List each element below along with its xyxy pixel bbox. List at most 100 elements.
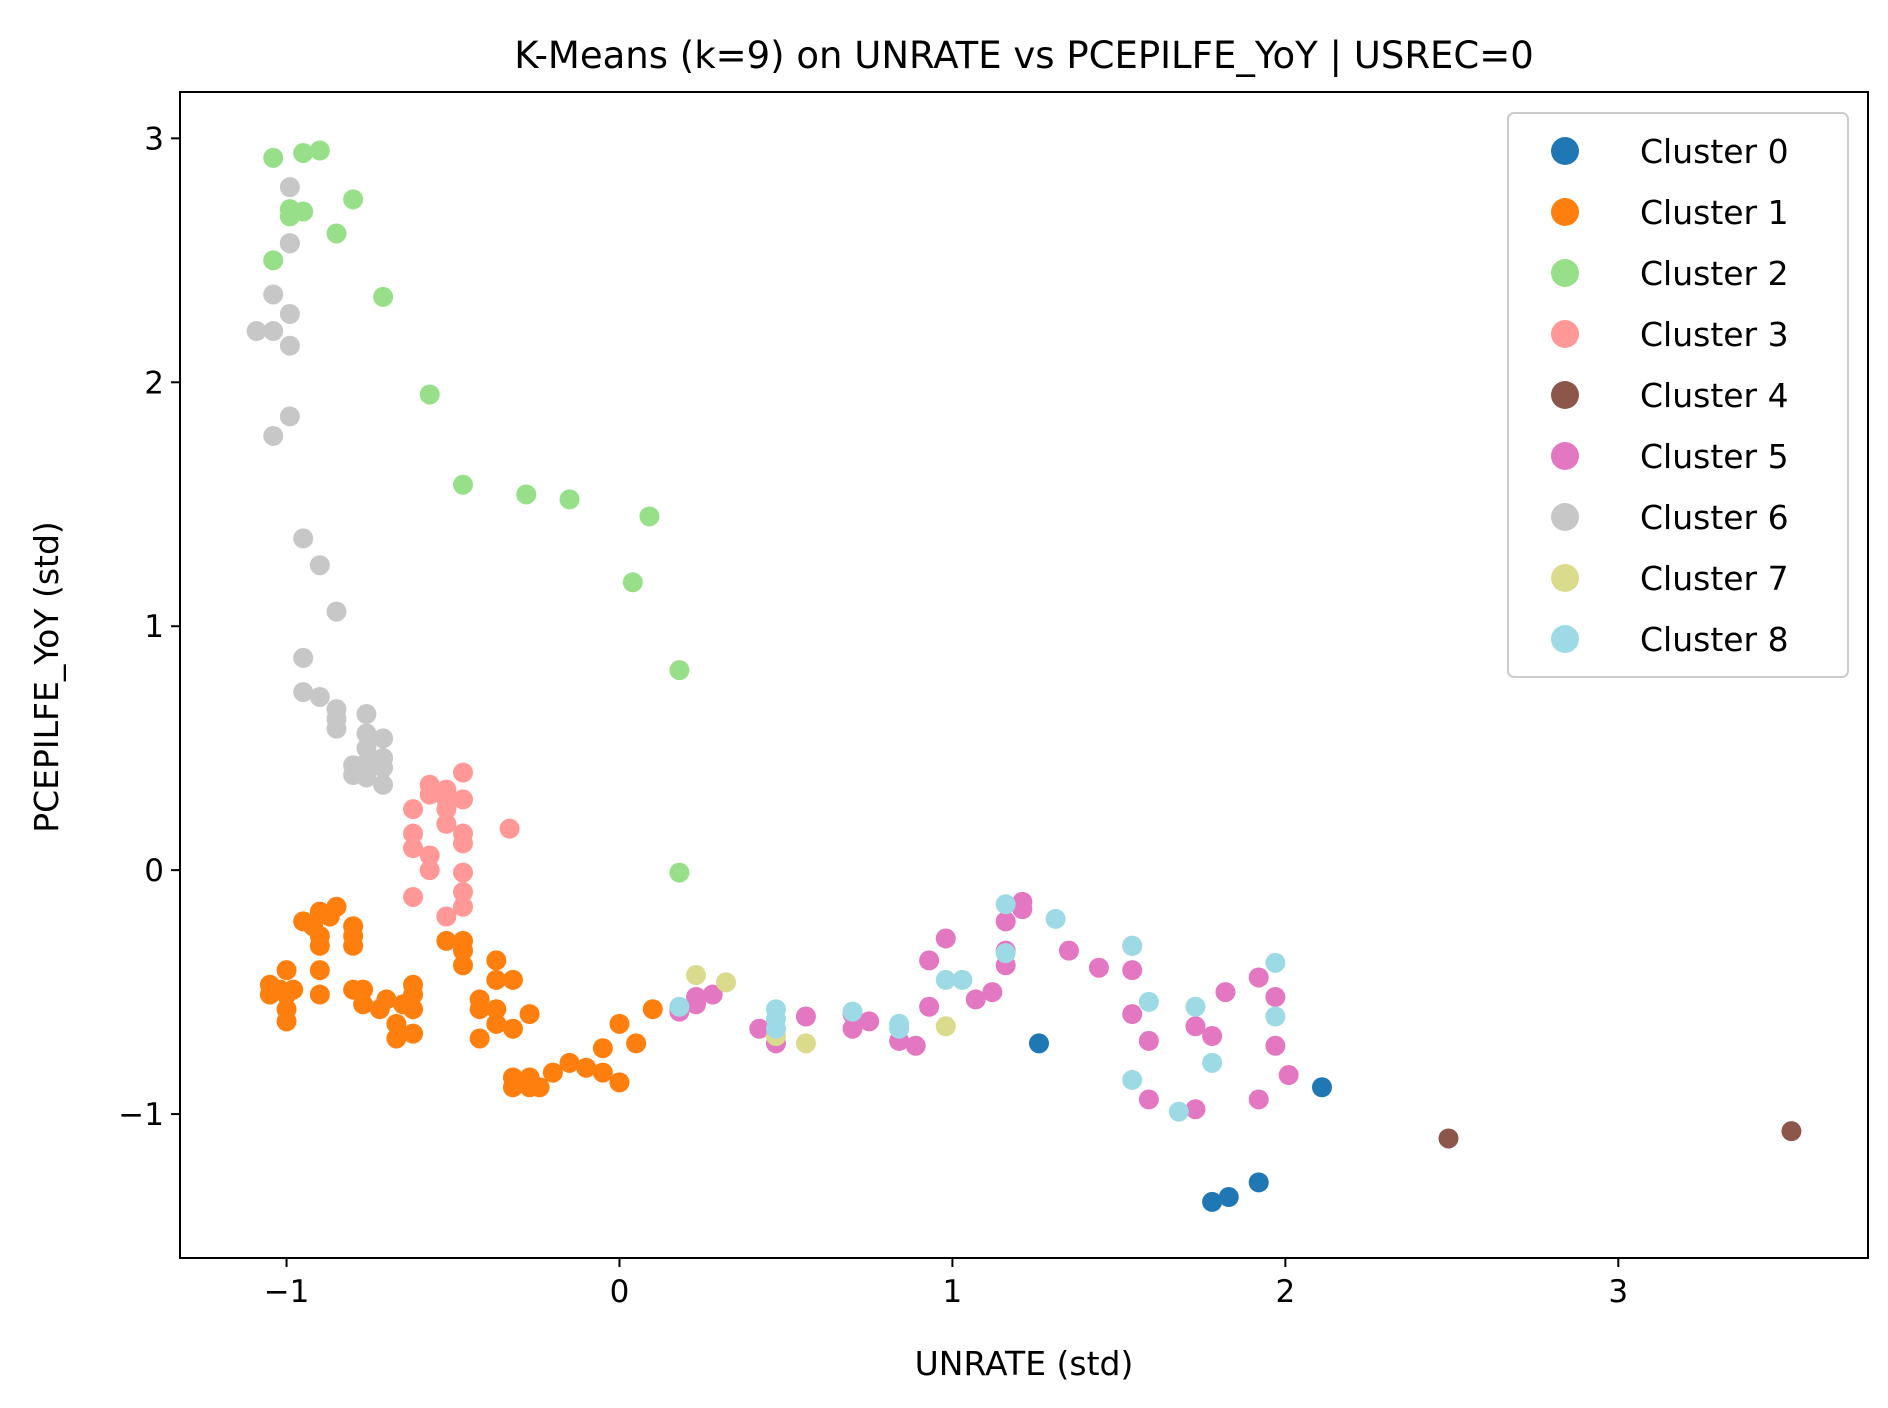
cluster-5-point <box>1058 940 1079 961</box>
cluster-5-point <box>1138 1089 1159 1110</box>
cluster-5-point <box>1265 1035 1286 1056</box>
cluster-5-point <box>982 982 1003 1003</box>
cluster-1-point <box>486 1013 507 1034</box>
cluster-6-point <box>356 752 377 773</box>
cluster-2-point <box>639 506 660 527</box>
cluster-1-point <box>469 1028 490 1049</box>
legend-label-cluster-3: Cluster 3 <box>1640 315 1789 354</box>
cluster-3-point <box>436 813 457 834</box>
legend-label-cluster-0: Cluster 0 <box>1640 132 1789 171</box>
cluster-7-point <box>716 972 737 993</box>
legend-marker-cluster-0 <box>1551 137 1579 165</box>
cluster-0-point <box>1202 1191 1223 1212</box>
x-tick-label: −1 <box>264 1274 310 1310</box>
cluster-1-point <box>609 1072 630 1093</box>
cluster-0-point <box>1028 1033 1049 1054</box>
chart-title: K-Means (k=9) on UNRATE vs PCEPILFE_YoY … <box>514 34 1534 77</box>
cluster-5-point <box>965 989 986 1010</box>
cluster-3-point <box>452 762 473 783</box>
cluster-1-point <box>486 969 507 990</box>
cluster-3-point <box>436 906 457 927</box>
cluster-1-point <box>403 999 424 1020</box>
legend-label-cluster-8: Cluster 8 <box>1640 620 1789 659</box>
cluster-6-point <box>279 335 300 356</box>
cluster-8-point <box>995 943 1016 964</box>
cluster-6-point <box>309 686 330 707</box>
legend-label-cluster-4: Cluster 4 <box>1640 376 1789 415</box>
cluster-1-point <box>542 1062 563 1083</box>
cluster-5-point <box>1185 1099 1206 1120</box>
cluster-8-point <box>1185 996 1206 1017</box>
scatter-points <box>246 140 1802 1212</box>
legend-marker-cluster-4 <box>1551 381 1579 409</box>
cluster-1-point <box>309 960 330 981</box>
legend-marker-cluster-6 <box>1551 503 1579 531</box>
cluster-2-point <box>293 142 314 163</box>
cluster-1-point <box>486 999 507 1020</box>
cluster-2-point <box>516 484 537 505</box>
cluster-2-point <box>559 489 580 510</box>
cluster-6-point <box>293 647 314 668</box>
cluster-5-point <box>1278 1065 1299 1086</box>
cluster-0-point <box>1248 1172 1269 1193</box>
cluster-3-point <box>403 838 424 859</box>
cluster-2-point <box>452 474 473 495</box>
cluster-2-point <box>669 862 690 883</box>
cluster-6-point <box>373 774 394 795</box>
y-axis-label: PCEPILFE_YoY (std) <box>27 521 66 833</box>
cluster-6-point <box>373 728 394 749</box>
cluster-1-point <box>276 960 297 981</box>
cluster-5-point <box>1265 986 1286 1007</box>
cluster-1-point <box>403 984 424 1005</box>
cluster-5-point <box>1215 982 1236 1003</box>
legend-marker-cluster-5 <box>1551 442 1579 470</box>
cluster-6-point <box>356 723 377 744</box>
cluster-4-point <box>1438 1128 1459 1149</box>
cluster-3-point <box>452 896 473 917</box>
cluster-3-point <box>403 799 424 820</box>
cluster-8-point <box>669 996 690 1017</box>
cluster-5-point <box>749 1018 770 1039</box>
cluster-8-point <box>765 1018 786 1039</box>
y-tick-label: 1 <box>144 609 164 645</box>
cluster-3-point <box>499 818 520 839</box>
cluster-7-point <box>795 1033 816 1054</box>
cluster-5-point <box>1122 1004 1143 1025</box>
cluster-8-point <box>842 1001 863 1022</box>
cluster-6-point <box>263 425 284 446</box>
cluster-1-point <box>283 979 304 1000</box>
cluster-1-point <box>436 930 457 951</box>
cluster-6-point <box>293 528 314 549</box>
cluster-5-point <box>1248 1089 1269 1110</box>
x-tick-label: 1 <box>943 1274 963 1310</box>
axis-ticks: −1 0 1 2 3 −1 0 1 2 3 <box>118 121 1628 1310</box>
cluster-3-point <box>419 784 440 805</box>
cluster-1-point <box>502 969 523 990</box>
cluster-6-point <box>263 284 284 305</box>
cluster-2-point <box>622 572 643 593</box>
y-tick-label: 0 <box>144 853 164 889</box>
cluster-5-point <box>702 984 723 1005</box>
cluster-5-point <box>905 1035 926 1056</box>
cluster-5-point <box>1248 967 1269 988</box>
cluster-6-point <box>263 321 284 342</box>
cluster-1-point <box>326 896 347 917</box>
cluster-6-point <box>373 757 394 778</box>
cluster-1-point <box>469 999 490 1020</box>
cluster-1-point <box>386 1013 407 1034</box>
cluster-2-point <box>263 250 284 271</box>
cluster-6-point <box>356 767 377 788</box>
cluster-2-point <box>343 189 364 210</box>
cluster-3-point <box>452 882 473 903</box>
cluster-1-point <box>519 1004 540 1025</box>
legend-marker-cluster-3 <box>1551 320 1579 348</box>
cluster-8-point <box>1122 935 1143 956</box>
cluster-5-point <box>919 950 940 971</box>
cluster-1-point <box>592 1062 613 1083</box>
legend-marker-cluster-7 <box>1551 564 1579 592</box>
cluster-1-point <box>353 979 374 1000</box>
cluster-1-point <box>502 1018 523 1039</box>
cluster-1-point <box>452 955 473 976</box>
cluster-8-point <box>1168 1101 1189 1122</box>
